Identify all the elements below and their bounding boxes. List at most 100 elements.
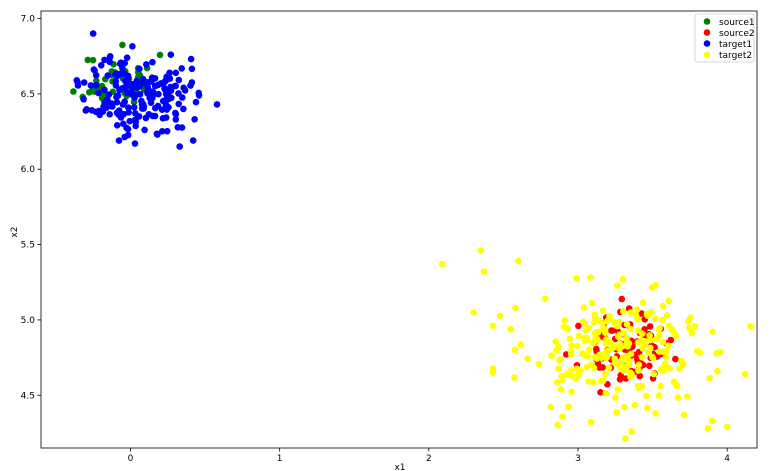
- target2-point: [634, 382, 642, 390]
- target2-point: [580, 304, 588, 311]
- target1-point: [213, 101, 221, 108]
- target2-point: [581, 320, 589, 327]
- target1-point: [167, 51, 175, 58]
- target1-point: [106, 53, 114, 60]
- target2-point: [625, 357, 633, 365]
- target2-point: [627, 309, 634, 316]
- target1-point: [113, 122, 121, 129]
- target1-point: [130, 104, 138, 111]
- target2-point: [709, 417, 716, 425]
- target1-point: [175, 76, 183, 84]
- target2-point: [524, 355, 531, 363]
- target2-point: [611, 359, 619, 367]
- target2-point: [607, 339, 615, 347]
- target2-point: [624, 343, 632, 350]
- target2-point: [618, 359, 626, 366]
- target1-point: [149, 58, 156, 66]
- target2-point: [684, 393, 691, 400]
- target1-point: [172, 69, 180, 77]
- target2-point: [662, 354, 670, 361]
- source2-point: [646, 323, 654, 330]
- target2-point: [489, 322, 497, 330]
- target2-point: [688, 329, 696, 337]
- target1-point: [123, 54, 131, 61]
- legend-marker-source1: [703, 18, 711, 25]
- target1-point: [132, 122, 139, 130]
- target2-point: [641, 341, 648, 349]
- source2-point: [599, 364, 606, 371]
- target2-point: [515, 257, 522, 265]
- target2-point: [512, 304, 519, 312]
- target2-point: [489, 369, 497, 377]
- target1-point: [162, 97, 170, 104]
- target2-point: [631, 401, 639, 409]
- source2-point: [636, 372, 644, 380]
- target2-point: [554, 421, 561, 429]
- target2-point: [723, 423, 731, 431]
- target2-point: [587, 274, 594, 281]
- target2-point: [572, 375, 580, 383]
- target2-point: [614, 333, 622, 341]
- y-tick-label: 6.5: [21, 90, 35, 100]
- legend-marker-target2: [703, 51, 711, 58]
- target1-point: [192, 98, 200, 106]
- target2-point: [555, 343, 562, 351]
- target2-point: [747, 323, 754, 330]
- target1-point: [117, 71, 124, 78]
- target1-point: [115, 137, 123, 144]
- target1-point: [106, 111, 113, 118]
- target1-point: [180, 84, 187, 92]
- target2-point: [646, 332, 653, 339]
- target2-point: [605, 364, 613, 372]
- target2-point: [593, 335, 601, 343]
- target1-point: [166, 75, 174, 82]
- target1-point: [124, 125, 132, 133]
- target2-point: [535, 360, 543, 368]
- legend-label-target2: target2: [719, 51, 752, 61]
- target2-point: [685, 318, 692, 325]
- target1-point: [136, 65, 143, 73]
- target2-point: [659, 302, 667, 310]
- target2-point: [602, 390, 610, 397]
- target2-point: [634, 327, 642, 334]
- target2-point: [507, 325, 514, 333]
- target1-point: [158, 128, 166, 135]
- target1-point: [131, 140, 139, 147]
- target1-point: [116, 60, 124, 68]
- target2-point: [602, 329, 609, 337]
- data-points: [70, 30, 754, 443]
- x-tick-label: 1: [277, 454, 283, 464]
- target1-point: [121, 98, 128, 105]
- target2-point: [555, 365, 562, 373]
- target2-point: [648, 308, 655, 316]
- target2-point: [573, 275, 580, 282]
- target2-point: [635, 367, 642, 374]
- target2-point: [662, 360, 669, 368]
- target1-point: [82, 107, 90, 114]
- target2-point: [599, 307, 607, 314]
- target1-point: [105, 91, 113, 98]
- target2-point: [602, 336, 610, 343]
- target1-point: [148, 74, 156, 81]
- source1-point: [119, 41, 126, 49]
- source2-point: [597, 389, 604, 396]
- target1-point: [112, 78, 120, 85]
- target2-point: [717, 349, 724, 356]
- target2-point: [559, 413, 566, 421]
- target1-point: [163, 106, 170, 113]
- target1-point: [101, 99, 108, 106]
- target2-point: [511, 374, 518, 381]
- target2-point: [582, 327, 589, 334]
- target2-point: [632, 312, 640, 319]
- target2-point: [652, 282, 659, 289]
- target1-point: [97, 62, 105, 69]
- x-axis-label: x1: [394, 463, 405, 471]
- target2-point: [614, 321, 622, 328]
- x-axis-ticks: 0 1 2 3 4: [128, 448, 730, 464]
- target2-point: [586, 346, 593, 354]
- target1-point: [124, 131, 132, 139]
- source2-point: [672, 355, 679, 363]
- x-tick-label: 3: [575, 454, 581, 464]
- target2-point: [676, 365, 683, 373]
